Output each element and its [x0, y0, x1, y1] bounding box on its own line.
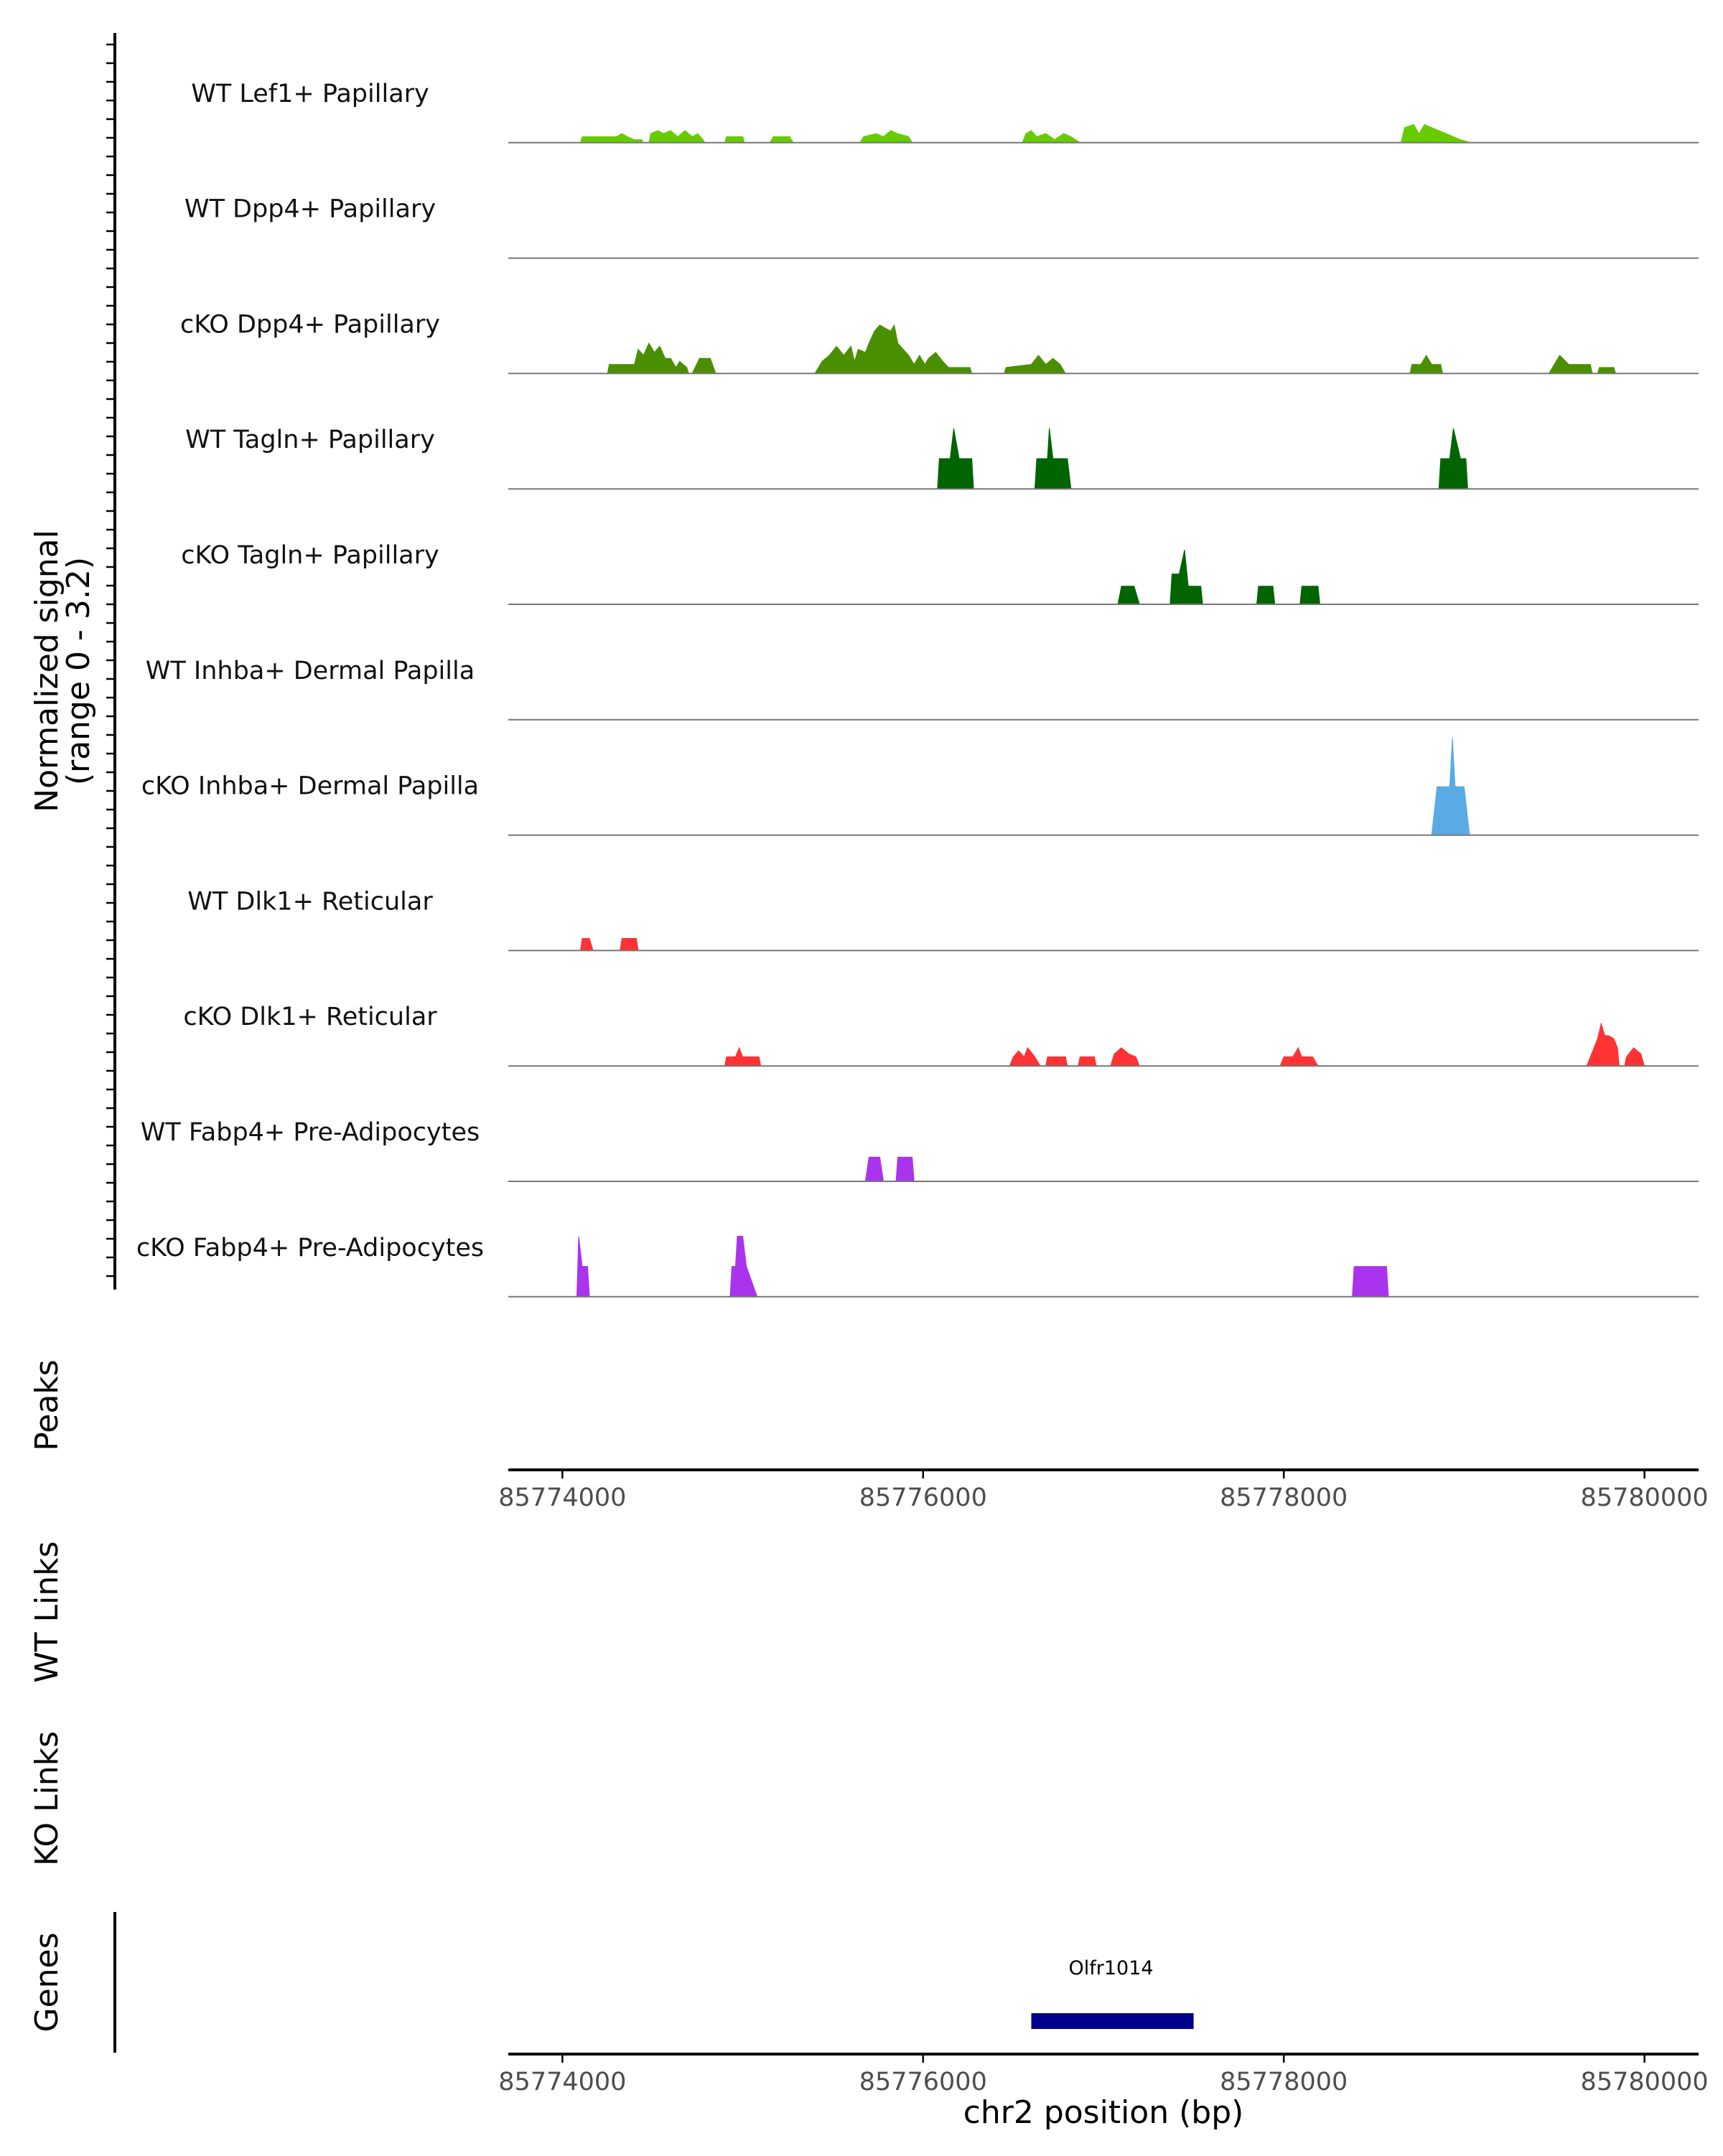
genes-x-tick-label: 85778000 [1220, 2068, 1348, 2096]
track-label: cKO Dlk1+ Reticular [183, 1003, 437, 1031]
genes-track-label: Genes [29, 1932, 65, 2032]
coverage-panels: Normalized signal(range 0 - 3.2) WT Lef1+… [29, 33, 1699, 1298]
track-label: WT Dpp4+ Papillary [185, 195, 436, 224]
genes-x-tick-label: 85774000 [498, 2068, 626, 2096]
track-wt-dpp4-papillary: WT Dpp4+ Papillary [185, 195, 1699, 259]
track-label: cKO Fabp4+ Pre-Adipocytes [136, 1234, 484, 1262]
track-label: WT Fabp4+ Pre-Adipocytes [141, 1118, 480, 1147]
track-wt-dlk1-reticular: WT Dlk1+ Reticular [187, 887, 1699, 952]
genes-x-tick-label: 85776000 [859, 2068, 987, 2096]
track-label: WT Tagln+ Papillary [185, 426, 435, 454]
ko-links-track-label: KO Links [29, 1731, 65, 1866]
peaks-panel: Peaks 85774000 85776000 85778000 85780000 [29, 1359, 1709, 1512]
signal-area-wt-tagln-papillary [937, 428, 1468, 489]
track-label: WT Inhba+ Dermal Papilla [146, 657, 475, 685]
y-axis-title-line1: Normalized signal [29, 530, 65, 812]
track-label: cKO Tagln+ Papillary [181, 541, 439, 570]
track-label: WT Dlk1+ Reticular [187, 887, 433, 916]
peaks-x-tick-label: 85780000 [1581, 1484, 1709, 1512]
wt-links-track-label: WT Links [29, 1541, 65, 1682]
track-cko-dlk1-reticular: cKO Dlk1+ Reticular [183, 1003, 1699, 1067]
gene-name-label: Olfr1014 [1069, 1957, 1154, 1979]
track-wt-lef1-papillary: WT Lef1+ Papillary [191, 80, 1699, 144]
gene-strand-arrow [1031, 2015, 1040, 2028]
signal-area-wt-dlk1-reticular [579, 938, 639, 951]
track-label: cKO Inhba+ Dermal Papilla [141, 772, 479, 801]
track-cko-fabp4-pre-adipocytes: cKO Fabp4+ Pre-Adipocytes [136, 1234, 1699, 1298]
signal-area-wt-lef1-papillary [579, 123, 1472, 144]
gene-olfr1014: Olfr1014 [1031, 1957, 1194, 2029]
peaks-x-tick-label: 85778000 [1220, 1484, 1348, 1512]
x-axis-title: chr2 position (bp) [963, 2094, 1244, 2131]
peaks-x-tick-label: 85776000 [859, 1484, 987, 1512]
y-axis-title-line2: (range 0 - 3.2) [60, 557, 97, 785]
signal-area-cko-inhba-dermal-papilla [1431, 738, 1470, 836]
track-wt-fabp4-pre-adipocytes: WT Fabp4+ Pre-Adipocytes [141, 1118, 1699, 1182]
signal-area-cko-tagln-papillary [1117, 549, 1321, 605]
track-cko-inhba-dermal-papilla: cKO Inhba+ Dermal Papilla [141, 738, 1699, 836]
signal-area-cko-dlk1-reticular [724, 1022, 1645, 1067]
track-label: WT Lef1+ Papillary [191, 80, 429, 108]
track-wt-tagln-papillary: WT Tagln+ Papillary [185, 426, 1699, 490]
peaks-x-tick-label: 85774000 [498, 1484, 626, 1512]
gene-body [1031, 2013, 1194, 2029]
signal-area-wt-fabp4-pre-adipocytes [864, 1156, 915, 1182]
signal-area-cko-fabp4-pre-adipocytes [576, 1235, 1389, 1298]
track-cko-tagln-papillary: cKO Tagln+ Papillary [181, 541, 1699, 605]
signal-area-cko-dpp4-papillary [607, 324, 1617, 374]
links-panels: WT Links KO Links [29, 1541, 65, 1866]
track-wt-inhba-dermal-papilla: WT Inhba+ Dermal Papilla [146, 657, 1699, 721]
track-label: cKO Dpp4+ Papillary [180, 310, 440, 339]
track-cko-dpp4-papillary: cKO Dpp4+ Papillary [180, 310, 1699, 375]
genes-x-tick-label: 85780000 [1581, 2068, 1709, 2096]
peaks-track-label: Peaks [29, 1359, 65, 1450]
genes-panel: Genes Olfr1014 85774000 85776000 85778000 857… [29, 1912, 1709, 2131]
